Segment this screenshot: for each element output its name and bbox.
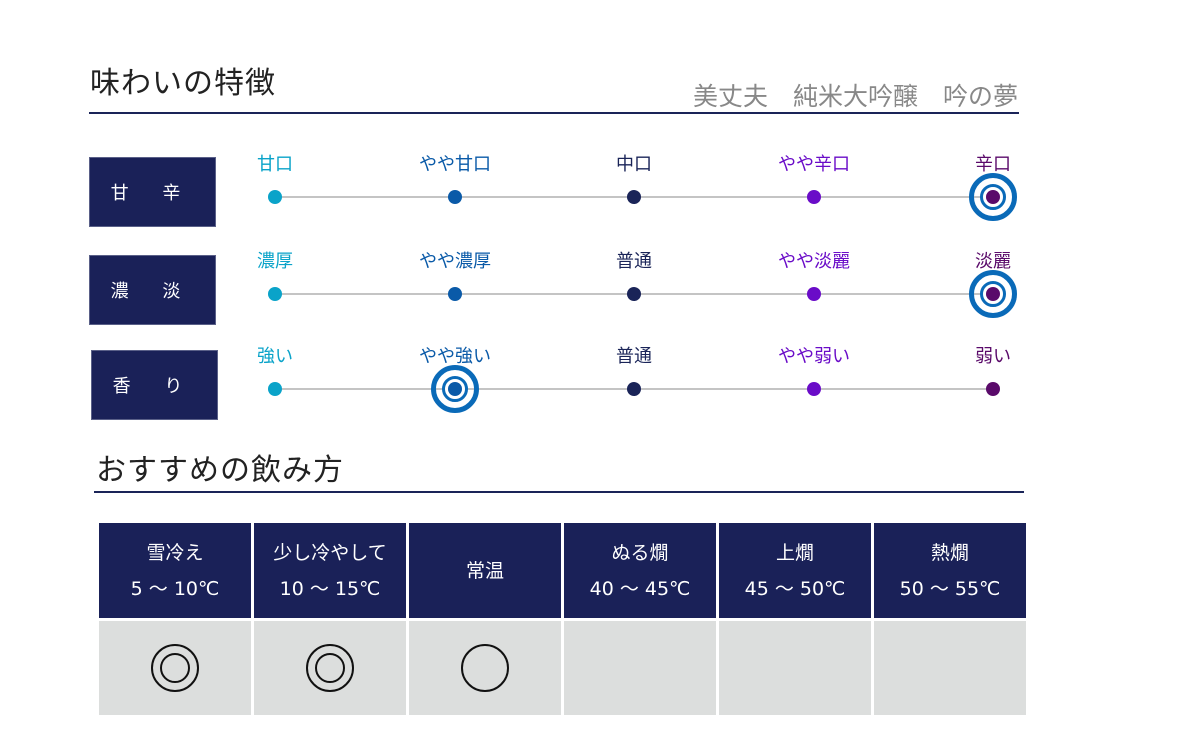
serving-header: 少し冷やして 10 ～ 15℃ <box>254 523 406 618</box>
level-label: やや濃厚 <box>419 251 491 272</box>
serving-temp: 45 ～ 50℃ <box>744 577 846 600</box>
selected-level-marker <box>969 173 1017 221</box>
serving-header: 熱燗 50 ～ 55℃ <box>874 523 1026 618</box>
level-label: やや甘口 <box>419 154 491 175</box>
level-label: 辛口 <box>975 154 1011 175</box>
selected-level-marker <box>969 270 1017 318</box>
serving-temp: 40 ～ 45℃ <box>589 577 691 600</box>
circle-icon <box>461 644 509 692</box>
double-circle-icon <box>306 644 354 692</box>
serving-rating-cell <box>409 621 561 715</box>
level-label: やや強い <box>419 346 491 367</box>
divider <box>94 491 1024 493</box>
level-label: 普通 <box>616 251 652 272</box>
serving-name: 常温 <box>465 559 504 582</box>
serving-rating-cell <box>99 621 251 715</box>
serving-header: 上燗 45 ～ 50℃ <box>719 523 871 618</box>
level-label: 濃厚 <box>257 251 293 272</box>
serving-rating-cell <box>874 621 1026 715</box>
level-label: 淡麗 <box>975 251 1011 272</box>
serving-rating-cell <box>719 621 871 715</box>
serving-temp: 50 ～ 55℃ <box>899 577 1001 600</box>
serving-temp: 5 ～ 10℃ <box>130 577 220 600</box>
level-label: やや淡麗 <box>778 251 850 272</box>
level-label: 甘口 <box>257 154 293 175</box>
serving-name: 少し冷やして <box>273 541 387 564</box>
serving-name: 熱燗 <box>930 541 969 564</box>
level-label: 弱い <box>975 346 1011 367</box>
level-dot <box>807 190 821 204</box>
level-dot <box>627 287 641 301</box>
level-dot <box>268 190 282 204</box>
level-label: 普通 <box>616 346 652 367</box>
level-label: 中口 <box>616 154 652 175</box>
product-name: 美丈夫 純米大吟醸 吟の夢 <box>692 82 1018 111</box>
divider <box>89 112 1019 114</box>
level-label: やや辛口 <box>778 154 850 175</box>
serving-header: 雪冷え 5 ～ 10℃ <box>99 523 251 618</box>
serving-rating-cell <box>564 621 716 715</box>
serving-name: 雪冷え <box>146 541 204 564</box>
serving-rating-cell <box>254 621 406 715</box>
row-label: 甘 辛 <box>89 157 216 227</box>
row-label: 濃 淡 <box>89 255 216 325</box>
level-dot <box>448 190 462 204</box>
serving-header: 常温 <box>409 523 561 618</box>
taste-section-title: 味わいの特徴 <box>90 66 276 101</box>
serving-name: ぬる燗 <box>611 541 669 564</box>
serving-section-title: おすすめの飲み方 <box>96 453 344 488</box>
row-label: 香 り <box>91 350 218 420</box>
serving-header: ぬる燗 40 ～ 45℃ <box>564 523 716 618</box>
level-dot <box>986 382 1000 396</box>
double-circle-icon <box>151 644 199 692</box>
level-dot <box>627 382 641 396</box>
level-dot <box>268 382 282 396</box>
serving-temp: 10 ～ 15℃ <box>279 577 381 600</box>
level-label: 強い <box>257 346 293 367</box>
level-dot <box>807 287 821 301</box>
level-dot <box>448 287 462 301</box>
level-dot <box>268 287 282 301</box>
selected-level-marker <box>431 365 479 413</box>
level-dot <box>627 190 641 204</box>
level-label: やや弱い <box>778 346 850 367</box>
serving-name: 上燗 <box>775 541 814 564</box>
level-dot <box>807 382 821 396</box>
